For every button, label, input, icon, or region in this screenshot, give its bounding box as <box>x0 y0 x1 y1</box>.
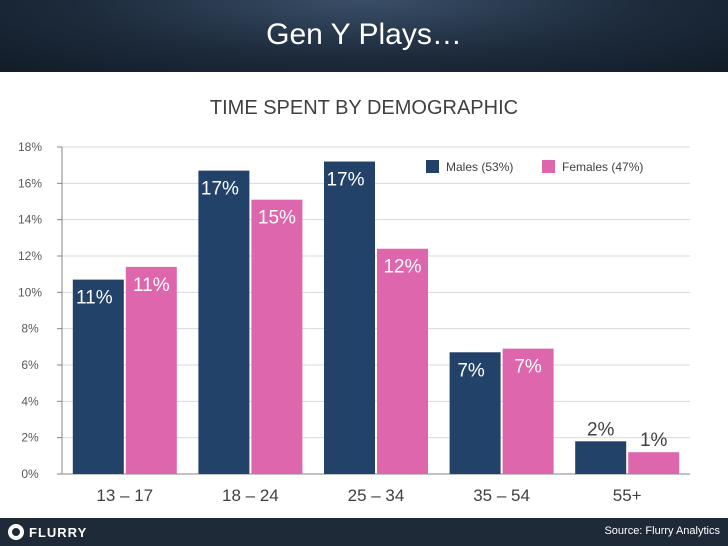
legend-swatch-females <box>542 160 555 173</box>
bar-males <box>449 352 501 474</box>
data-label: 17% <box>326 170 364 191</box>
chart-title: TIME SPENT BY DEMOGRAPHIC <box>210 97 518 119</box>
bar-females <box>628 452 680 474</box>
data-label: 12% <box>383 257 421 278</box>
legend-label: Males (53%) <box>446 160 513 174</box>
y-tick-label: 18% <box>18 140 42 154</box>
bar-females <box>125 266 177 474</box>
bar-females <box>502 348 554 474</box>
legend-swatch-males <box>426 160 439 173</box>
y-tick-label: 8% <box>21 322 39 336</box>
bar-males <box>72 279 124 474</box>
x-tick-label: 55+ <box>613 486 642 505</box>
x-tick-label: 18 – 24 <box>222 486 279 505</box>
y-tick-label: 4% <box>21 394 39 408</box>
x-tick-label: 25 – 34 <box>348 486 405 505</box>
source-note: Source: Flurry Analytics <box>604 525 720 537</box>
y-tick-label: 0% <box>21 467 39 481</box>
bar-females <box>251 199 303 474</box>
x-tick-label: 35 – 54 <box>473 486 530 505</box>
data-label: 11% <box>76 288 113 309</box>
bar-males <box>324 161 375 474</box>
y-tick-label: 16% <box>18 176 42 190</box>
y-tick-label: 14% <box>18 213 42 227</box>
slide-footer: FLURRY Source: Flurry Analytics <box>0 518 728 546</box>
bar-males <box>198 170 250 474</box>
y-tick-label: 12% <box>18 249 42 263</box>
y-tick-label: 2% <box>21 431 39 445</box>
y-tick-label: 10% <box>18 285 42 299</box>
bar-males <box>575 441 627 474</box>
flurry-logo-text: FLURRY <box>29 524 88 540</box>
data-label: 7% <box>514 357 542 378</box>
data-label: 11% <box>133 275 170 296</box>
slide-header: Gen Y Plays… <box>0 0 728 72</box>
data-label: 7% <box>457 360 485 381</box>
slide-title: Gen Y Plays… <box>266 18 462 51</box>
legend-label: Females (47%) <box>562 160 643 174</box>
x-tick-label: 13 – 17 <box>96 486 153 505</box>
y-tick-label: 6% <box>21 358 39 372</box>
flurry-logo-icon <box>8 524 24 540</box>
data-label: 1% <box>640 430 668 451</box>
bar-females <box>377 248 428 474</box>
data-label: 2% <box>587 419 615 440</box>
bar-chart: TIME SPENT BY DEMOGRAPHIC 0% 2% 4% 6% 8% 10% 12… <box>18 97 690 505</box>
data-label: 17% <box>201 179 239 200</box>
flurry-logo: FLURRY <box>8 523 87 541</box>
data-label: 15% <box>258 208 296 229</box>
